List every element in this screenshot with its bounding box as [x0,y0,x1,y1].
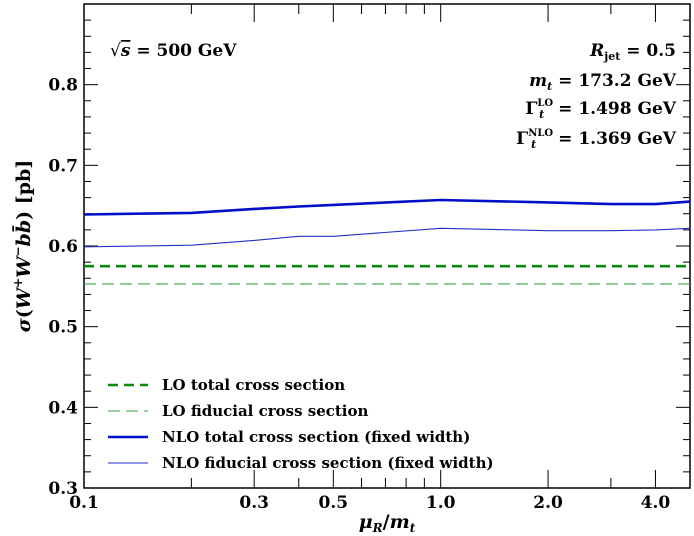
gamma-nlo-sub: t [531,138,536,151]
y-axis-label-minus: − [11,246,25,256]
y-tick-label: 0.6 [48,237,78,257]
x-tick-label: 4.0 [641,493,671,513]
legend-label-1: LO total cross section [162,376,345,394]
sqrt-sign: √ [110,41,121,61]
legend-label-4: NLO fiducial cross section (fixed width) [162,454,494,472]
legend-label-2: LO fiducial cross section [162,402,369,420]
gamma-nlo-sup: NLO [528,128,553,139]
annotation-sqrt-s-text: √s = 500 GeV [110,41,237,61]
series-layer [83,198,691,285]
rjet-sub: jet [603,50,621,63]
y-axis-label-w1: W [13,286,35,309]
gamma-lo-sub: t [539,108,544,121]
y-axis-label-w2: W [13,255,35,278]
x-axis-label-mu: μ [359,511,373,533]
gamma-nlo-gamma: Γ [516,129,528,149]
annotation-gamma-lo: ΓLO t = 1.498 GeV [525,98,676,121]
y-tick-label: 0.4 [48,398,78,418]
x-tick-label: 0.3 [239,493,269,513]
gamma-lo-gamma: Γ [525,99,537,119]
y-tick-label: 0.7 [48,156,78,176]
legend: LO total cross section LO fiducial cross … [108,376,494,472]
mt-value: = 173.2 GeV [552,71,677,91]
gamma-lo-sup: LO [537,98,553,109]
x-tick-label: 2.0 [533,493,563,513]
y-axis-label-open: ( [13,309,35,318]
series-line-3 [83,198,691,216]
y-axis-label: σ(W+W−bb̄) [pb] [11,160,35,333]
sqrt-s-var: s [120,41,131,61]
x-tick-label: 0.1 [69,493,99,513]
x-axis-label-sub-t: t [410,521,416,535]
annotation-mt: mt = 173.2 GeV [529,71,677,93]
tick-marks [83,3,691,489]
sqrt-s-value: = 500 GeV [130,41,237,61]
y-axis-label-bbbar: bb̄ [13,220,35,247]
series-line-4 [83,227,691,248]
y-axis-label-sigma: σ [13,317,35,332]
annotation-rjet: Rjet = 0.5 [589,41,676,63]
mt-m: m [529,71,547,91]
rjet-value: = 0.5 [620,41,676,61]
x-axis-label: μR/mt [359,511,416,535]
y-axis-label-plus: + [11,278,25,288]
gamma-lo-value: = 1.498 GeV [552,99,677,119]
mt-sub: t [547,80,552,93]
x-tick-label: 0.5 [319,493,349,513]
gamma-nlo-value: = 1.369 GeV [552,129,677,149]
annotation-sqrt-s: √s = 500 GeV [110,41,237,61]
x-axis-label-sub-r: R [372,521,383,535]
y-tick-label: 0.5 [48,318,78,338]
y-tick-label: 0.8 [48,76,78,96]
tick-labels: 0.30.40.50.60.70.80.1 0.3 0.5 1.0 2.0 4.0 [48,76,670,513]
y-axis-label-unit: ) [pb] [13,160,35,220]
y-tick-label: 0.3 [48,479,78,499]
legend-label-3: NLO total cross section (fixed width) [162,428,470,446]
annotation-gamma-nlo: ΓNLO t = 1.369 GeV [516,128,677,151]
x-axis-label-slash: / [383,511,390,533]
x-axis-label-m: m [390,511,410,533]
x-tick-label: 1.0 [426,493,456,513]
rjet-r: R [589,41,604,61]
